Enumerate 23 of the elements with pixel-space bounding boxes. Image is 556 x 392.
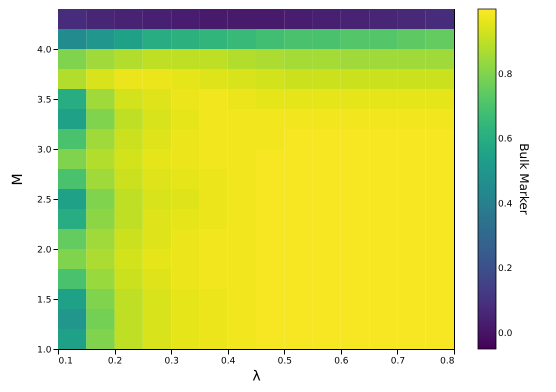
color-bar-label: 0.0 xyxy=(498,328,513,339)
y-tick-label: 3.0 xyxy=(37,146,52,156)
color-bar-label: 0.2 xyxy=(498,264,512,274)
y-tick-label: 4.0 xyxy=(37,46,52,56)
y-tick-label: 2.0 xyxy=(37,246,52,256)
x-tick-label: 0.5 xyxy=(278,356,292,366)
x-tick-label: 0.6 xyxy=(334,356,349,366)
y-axis-title: M xyxy=(10,173,26,186)
x-tick-label: 0.8 xyxy=(440,356,455,366)
y-tick-label: 2.5 xyxy=(37,196,52,206)
y-tick-label: 1.0 xyxy=(37,346,52,356)
x-tick-label: 0.4 xyxy=(221,356,236,366)
color-bar-label: 0.4 xyxy=(498,199,513,210)
color-bar-label: 0.6 xyxy=(498,134,513,145)
x-tick-label: 0.1 xyxy=(58,356,73,366)
y-tick-label: 3.5 xyxy=(37,96,52,106)
x-tick-label: 0.3 xyxy=(164,356,179,366)
x-tick-label: 0.2 xyxy=(108,356,122,366)
y-tick-label: 1.5 xyxy=(37,296,52,306)
color-bar-title: Bulk Marker xyxy=(517,143,531,215)
x-axis-title: λ xyxy=(252,368,261,384)
x-tick-label: 0.7 xyxy=(390,356,406,366)
color-bar-label: 0.8 xyxy=(498,70,513,80)
